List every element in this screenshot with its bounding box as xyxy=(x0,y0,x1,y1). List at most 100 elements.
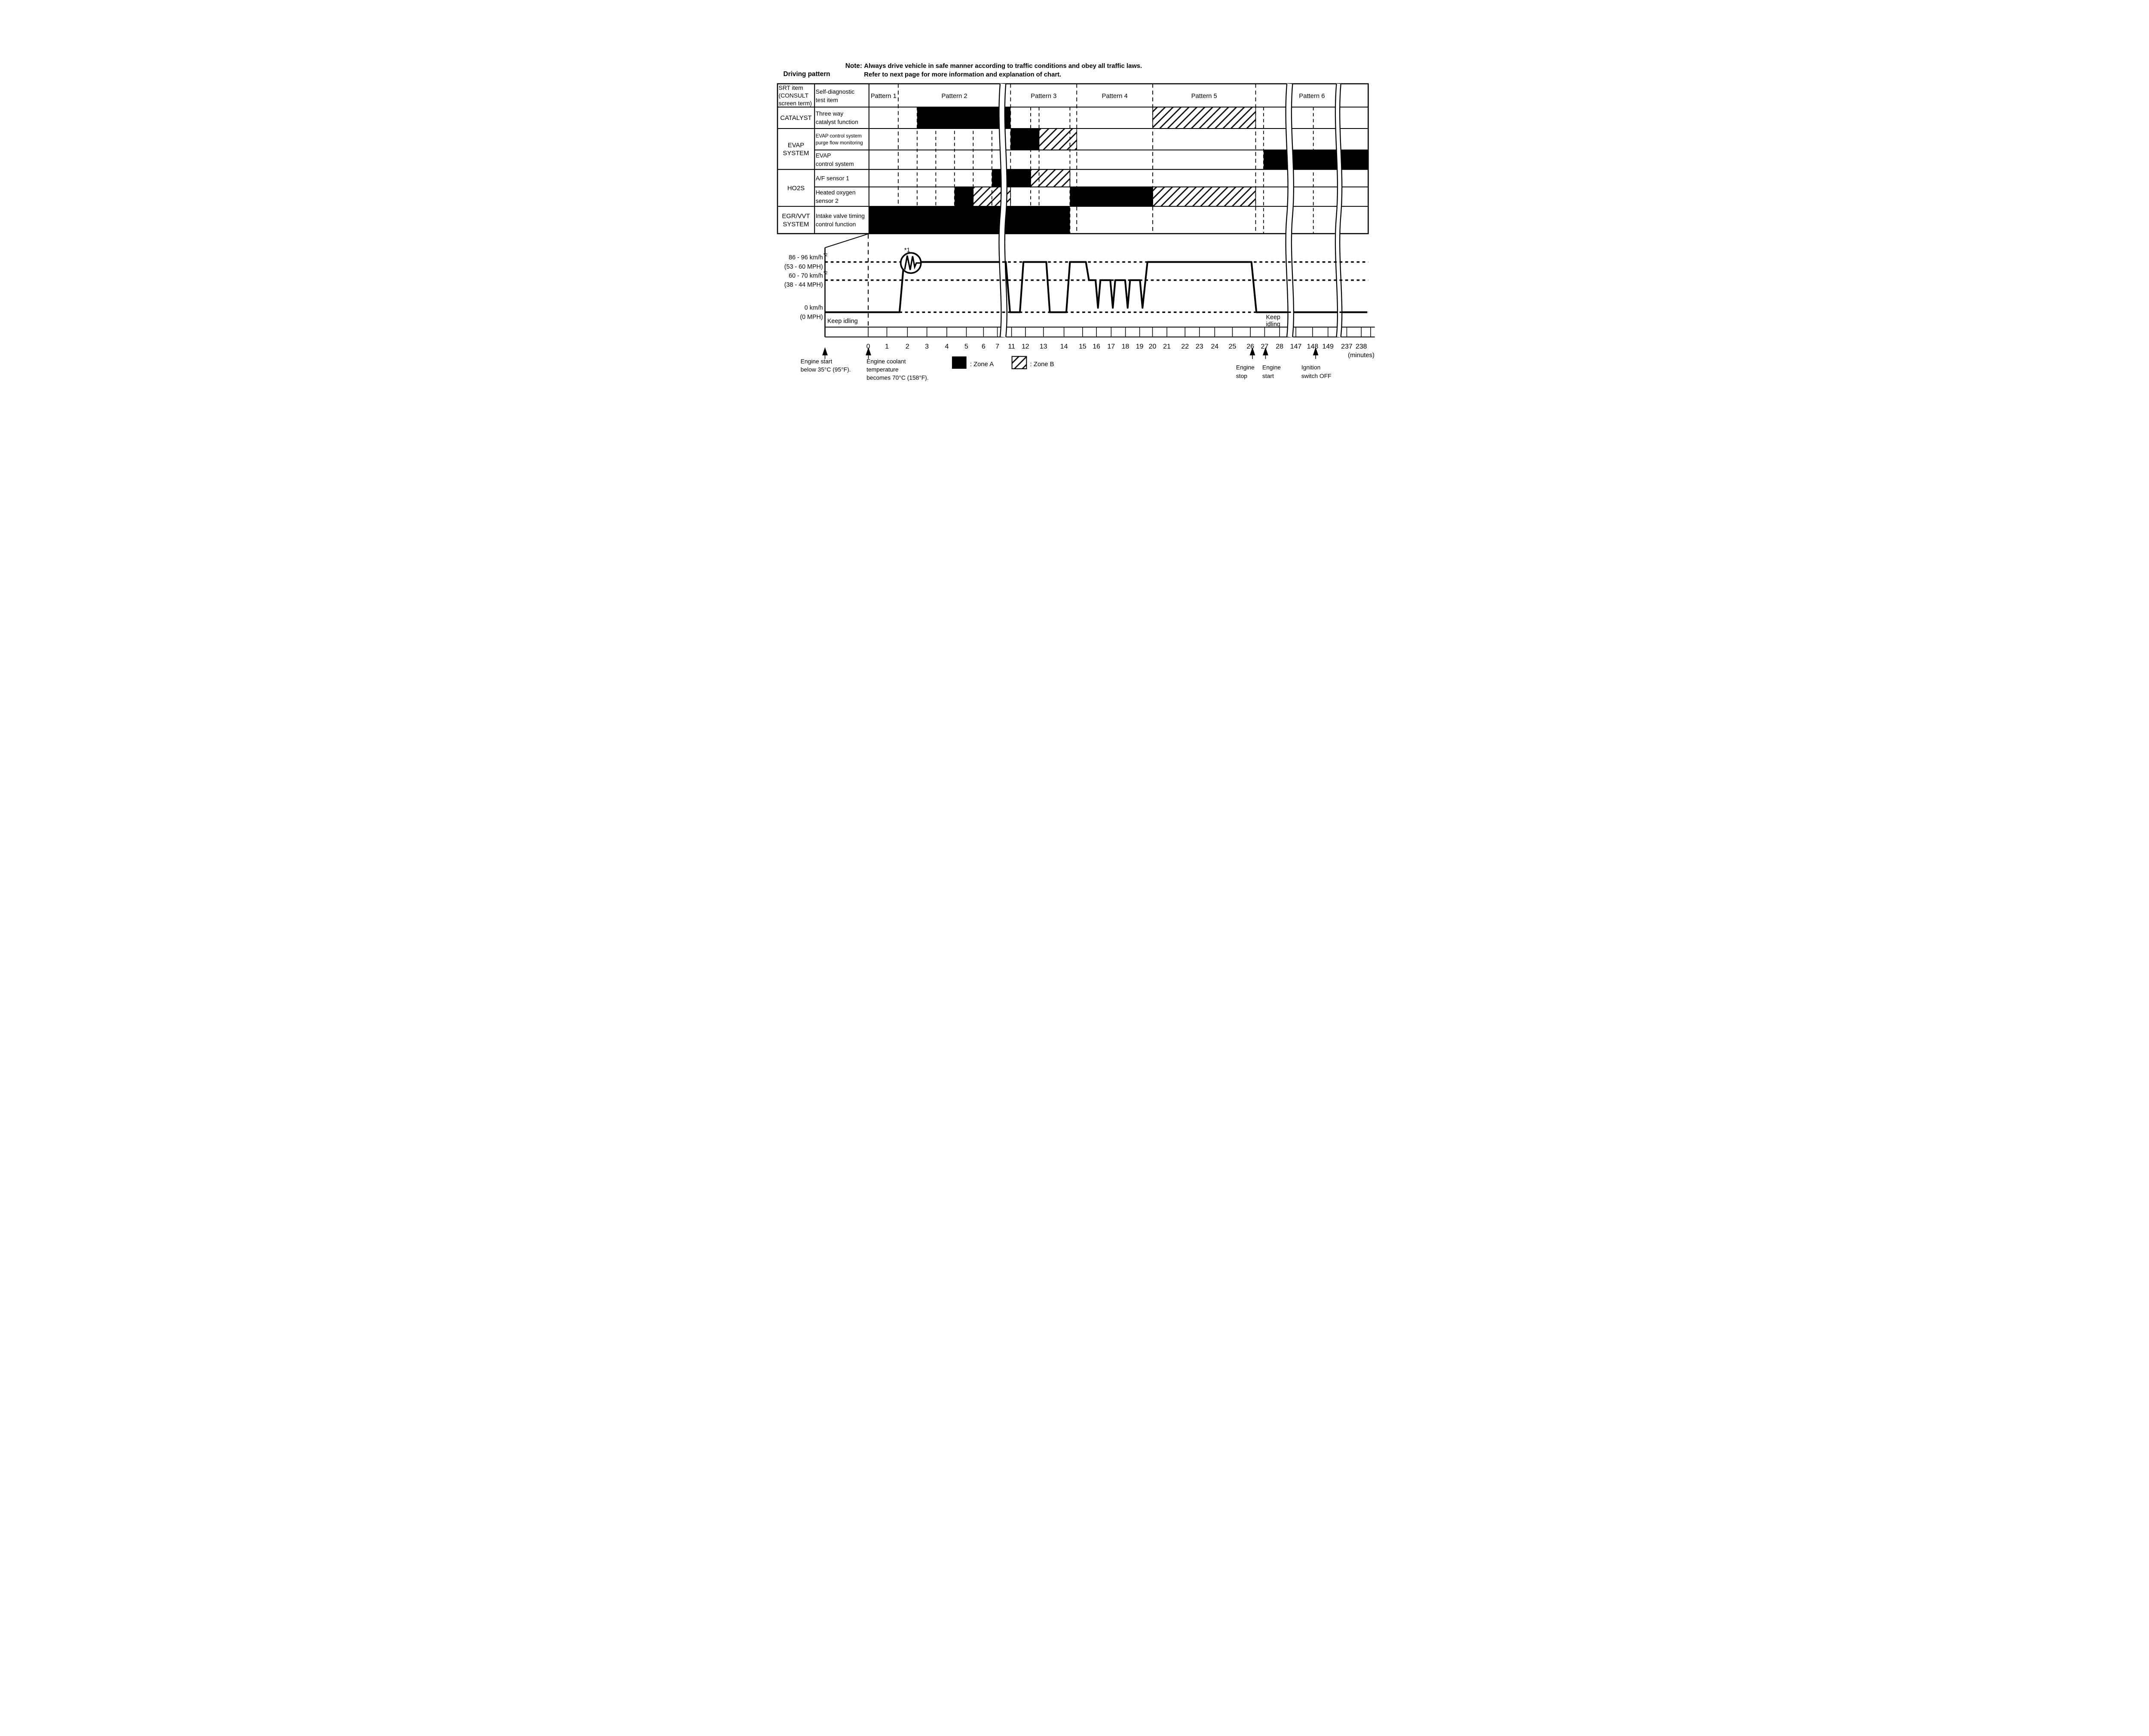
table-and-axis-grid xyxy=(777,83,1375,338)
speed-level-label-mph: (53 - 60 MPH) xyxy=(784,263,823,270)
break-gap xyxy=(1335,83,1342,337)
page-canvas: Driving pattern Note: Always drive vehic… xyxy=(774,0,1375,444)
zone-A-bar xyxy=(1010,129,1039,150)
annotation-text: Engine xyxy=(1262,364,1281,370)
zone-A-bar xyxy=(917,107,1011,129)
annotation-text: switch OFF xyxy=(1301,372,1332,379)
axis-tick-label: 14 xyxy=(1060,343,1068,350)
zone-A-bar xyxy=(992,169,1031,187)
axis-break-marks xyxy=(998,83,1343,337)
keep-idling-label: idling xyxy=(1266,321,1280,328)
speed-level-dashed-lines xyxy=(825,261,1368,313)
axis-tick-label: 7 xyxy=(995,343,999,350)
axis-tick-label: 21 xyxy=(1163,343,1171,350)
speed-level-label: 0 km/h xyxy=(805,305,823,312)
axis-tick-label: 25 xyxy=(1229,343,1237,350)
annotation-text: Engine coolant xyxy=(866,358,906,365)
pattern-label: Pattern 5 xyxy=(1191,93,1217,100)
speed-spike-marker xyxy=(900,252,922,274)
srt-header-line: (CONSULT xyxy=(779,92,809,99)
axis-tick-label: 237 xyxy=(1341,343,1353,350)
annotation-text: becomes 70°C (158°F). xyxy=(866,374,928,381)
legend-zone-b-swatch xyxy=(1011,356,1027,369)
axis-tick-label: 24 xyxy=(1211,343,1218,350)
axis-tick-label: 3 xyxy=(925,343,929,350)
break-edge xyxy=(1285,83,1289,337)
axis-tick-label: 28 xyxy=(1276,343,1283,350)
test-item-label: Intake valve timing xyxy=(816,212,865,219)
break-edge xyxy=(1004,83,1007,337)
axis-tick-label: 18 xyxy=(1122,343,1130,350)
srt-group-label: HO2S xyxy=(787,185,805,192)
table-to-plot-connector xyxy=(825,233,869,248)
srt-header-line: screen term) xyxy=(779,100,812,107)
pattern-label: Pattern 3 xyxy=(1031,93,1056,100)
break-edge xyxy=(1291,83,1295,337)
annotation-arrowhead xyxy=(1249,347,1255,355)
srt-header-line: SRT item xyxy=(779,84,803,91)
driving-pattern-diagram: Driving pattern Note: Always drive vehic… xyxy=(774,0,1375,444)
speed-level-footnote: *2 xyxy=(823,271,828,276)
zone-B-bar xyxy=(1152,187,1256,207)
legend-zone-a-swatch xyxy=(952,356,967,369)
axis-tick-label: 16 xyxy=(1093,343,1100,350)
break-gap xyxy=(1286,83,1294,337)
keep-idling-label: Keep xyxy=(1266,314,1280,321)
break-edge xyxy=(1335,83,1338,337)
test-item-label: Three way xyxy=(816,110,844,117)
test-item-label: A/F sensor 1 xyxy=(816,175,849,181)
note-line-2: Refer to next page for more information … xyxy=(864,71,1061,78)
axis-tick-label: 1 xyxy=(885,343,889,350)
annotation-arrowhead xyxy=(1313,347,1319,355)
test-item-label: sensor 2 xyxy=(816,197,839,204)
test-item-label: EVAP xyxy=(816,152,831,159)
note-line-1: Always drive vehicle in safe manner acco… xyxy=(864,63,1142,70)
axis-tick-label: 149 xyxy=(1322,343,1334,350)
test-item-label: catalyst function xyxy=(816,119,858,126)
pattern-label: Pattern 2 xyxy=(941,93,967,100)
item-header-line: Self-diagnostic xyxy=(816,88,855,95)
annotation-arrowhead xyxy=(822,347,828,355)
axis-tick-label: 148 xyxy=(1307,343,1319,350)
annotation-arrowhead xyxy=(866,347,871,355)
page-title: Driving pattern xyxy=(784,70,830,78)
axis-tick-label: 0 xyxy=(866,343,870,350)
zone-B-bar xyxy=(1038,128,1078,150)
srt-group-label: EGR/VVT xyxy=(782,213,810,220)
legend-zone-a-label: : Zone A xyxy=(970,361,994,368)
speed-level-label-mph: (38 - 44 MPH) xyxy=(784,282,823,288)
break-edge xyxy=(1339,83,1343,337)
srt-group-label: SYSTEM xyxy=(783,150,809,157)
annotation-text: stop xyxy=(1236,372,1247,379)
axis-tick-label: 11 xyxy=(1008,343,1015,350)
axis-tick-label: 6 xyxy=(982,343,986,350)
axis-tick-label: 22 xyxy=(1181,343,1189,350)
annotation-text: Engine start xyxy=(801,358,833,365)
speed-level-footnote: *2 xyxy=(823,253,828,257)
axis-tick-label: 238 xyxy=(1356,343,1367,350)
zone-bars xyxy=(869,107,1368,234)
zone-A-bar xyxy=(869,206,1070,234)
spike-marker-label: *1 xyxy=(904,247,910,254)
annotation-text: temperature xyxy=(866,366,899,373)
zone-B-bar xyxy=(1030,169,1071,187)
break-gap xyxy=(998,83,1007,337)
pattern-label: Pattern 1 xyxy=(871,93,897,100)
break-edge xyxy=(998,83,1002,337)
test-item-label: control system xyxy=(816,160,854,167)
axis-tick-label: 23 xyxy=(1196,343,1203,350)
axis-tick-label: 4 xyxy=(945,343,949,350)
axis-tick-label: 2 xyxy=(906,343,909,350)
zone-B-bar xyxy=(1152,107,1256,129)
zone-A-bar xyxy=(1263,150,1368,170)
table-border xyxy=(777,83,1369,234)
item-header-line: test item xyxy=(816,96,838,103)
keep-idling-label: Keep idling xyxy=(827,318,858,325)
legend-zone-b-label: : Zone B xyxy=(1030,361,1054,368)
srt-group-label: SYSTEM xyxy=(783,221,809,228)
zone-A-bar xyxy=(1070,187,1153,207)
note-label: Note: xyxy=(845,62,862,70)
test-item-label: purge flow monitoring xyxy=(816,141,863,146)
srt-group-label: EVAP xyxy=(788,142,805,149)
